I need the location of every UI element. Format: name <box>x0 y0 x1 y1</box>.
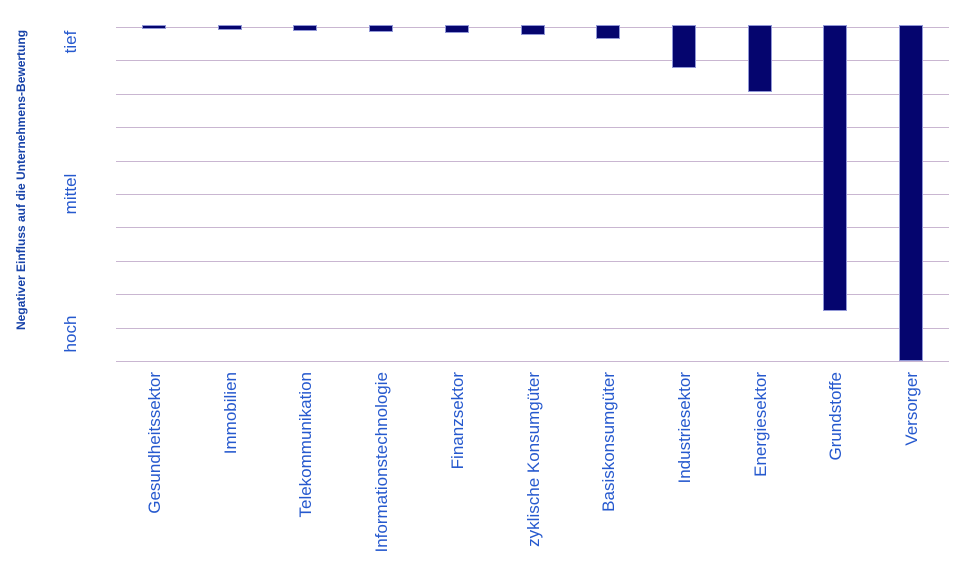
y-axis-title: Negativer Einfluss auf die Unternehmens-… <box>14 29 28 331</box>
x-label-grundstoffe: Grundstoffe <box>826 372 845 461</box>
gridline <box>116 328 949 329</box>
gridline <box>116 127 949 128</box>
x-label-basiskonsumg-ter: Basiskonsumgüter <box>599 372 618 512</box>
x-label-versorger: Versorger <box>902 372 921 446</box>
gridline <box>116 60 949 61</box>
gridline <box>116 294 949 295</box>
x-label-industriesektor: Industriesektor <box>675 372 694 484</box>
bar-grundstoffe <box>823 25 847 311</box>
bar-finanzsektor <box>445 25 469 33</box>
y-tick-mittel: mittel <box>61 173 80 215</box>
bar-versorger <box>899 25 923 361</box>
x-label-telekommunikation: Telekommunikation <box>296 372 315 518</box>
gridline <box>116 194 949 195</box>
gridline <box>116 161 949 162</box>
x-label-gesundheitssektor: Gesundheitssektor <box>145 372 164 514</box>
bar-industriesektor <box>672 25 696 68</box>
x-label-immobilien: Immobilien <box>221 372 240 455</box>
gridline <box>116 261 949 262</box>
plot-area <box>116 25 949 362</box>
gridline <box>116 361 949 362</box>
bar-telekommunikation <box>293 25 317 31</box>
y-tick-hoch: hoch <box>61 315 80 353</box>
x-label-zyklische-konsumg-ter: zyklische Konsumgüter <box>524 372 543 547</box>
gridline <box>116 94 949 95</box>
x-label-finanzsektor: Finanzsektor <box>448 372 467 470</box>
bar-informationstechnologie <box>369 25 393 32</box>
x-label-energiesektor: Energiesektor <box>751 372 770 477</box>
bar-immobilien <box>218 25 242 30</box>
bar-zyklische-konsumg-ter <box>521 25 545 35</box>
gridline <box>116 227 949 228</box>
bar-energiesektor <box>748 25 772 92</box>
bar-basiskonsumg-ter <box>596 25 620 39</box>
x-label-informationstechnologie: Informationstechnologie <box>372 372 391 553</box>
y-tick-tief: tief <box>61 30 80 54</box>
bar-gesundheitssektor <box>142 25 166 29</box>
